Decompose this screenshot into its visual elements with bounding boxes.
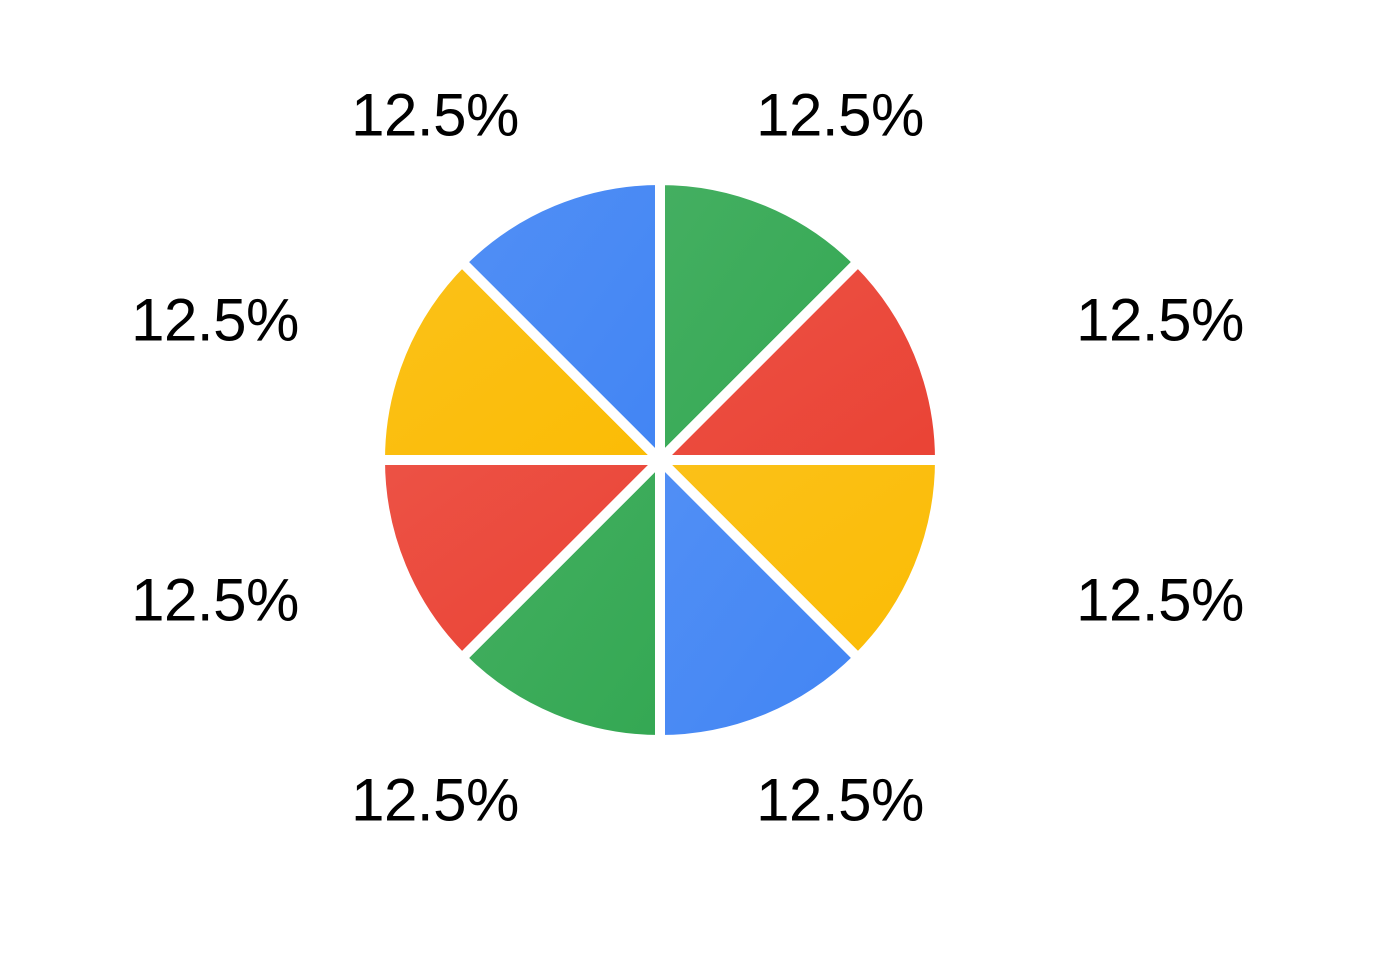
pie-slice-label: 12.5% [351, 766, 519, 835]
pie-chart-svg [378, 178, 942, 742]
pie-slice-label: 12.5% [1076, 566, 1244, 635]
pie-slice-label: 12.5% [131, 566, 299, 635]
pie-chart-stage: 12.5% 12.5% 12.5% 12.5% 12.5% 12.5% 12.5% 12.5% [0, 0, 1400, 980]
pie-slice-label: 12.5% [351, 81, 519, 150]
pie-slice-label: 12.5% [131, 286, 299, 355]
pie-slice-label: 12.5% [756, 766, 924, 835]
pie-slice-label: 12.5% [756, 81, 924, 150]
pie-slice-label: 12.5% [1076, 286, 1244, 355]
